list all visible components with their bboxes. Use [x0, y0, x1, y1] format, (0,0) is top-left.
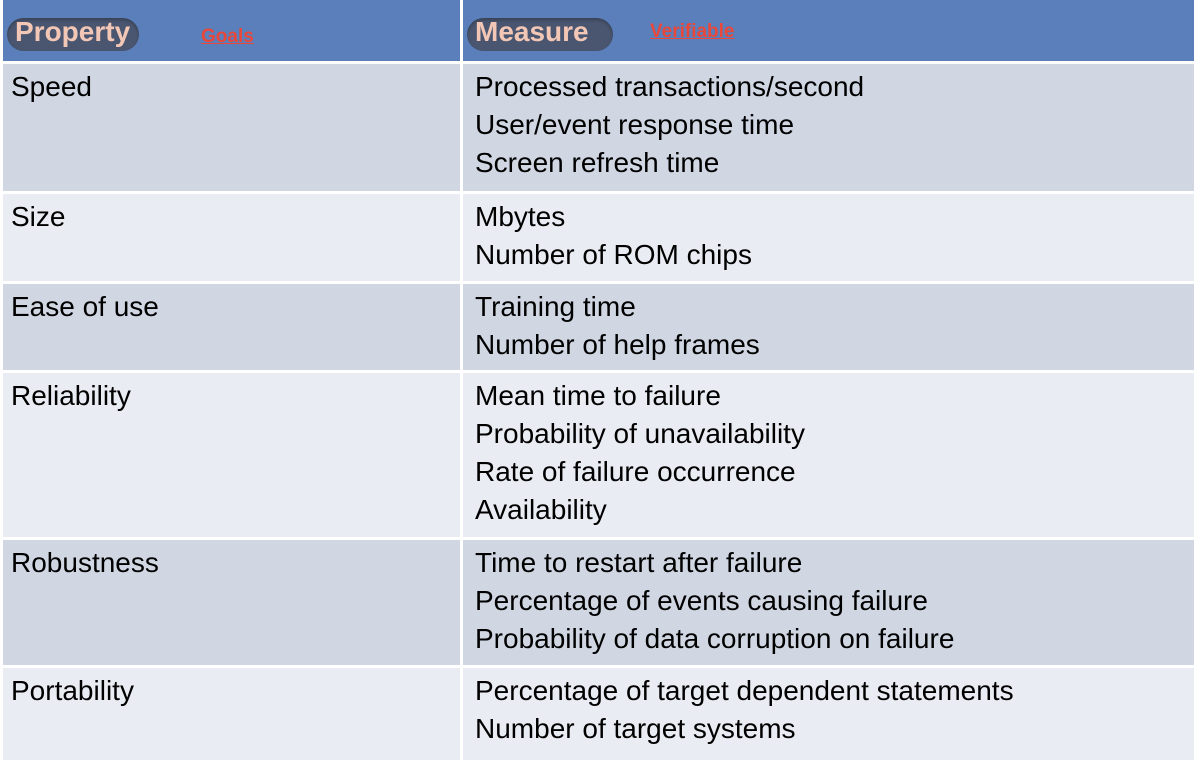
table-row: Robustness Time to restart after failure… [3, 540, 1194, 668]
measure-item: Percentage of events causing failure [475, 585, 928, 616]
measure-item: Screen refresh time [475, 147, 720, 178]
measure-item: Mean time to failure [475, 380, 721, 411]
measure-item: Number of ROM chips [475, 239, 752, 270]
header-cell-measure: Measure Verifiable [460, 0, 1194, 61]
verifiable-link[interactable]: Verifiable [650, 21, 735, 42]
measure-cell: Mean time to failure Probability of unav… [460, 373, 1194, 537]
measure-item: Number of target systems [475, 713, 796, 744]
property-name: Portability [11, 675, 134, 706]
measure-cell: Processed transactions/second User/event… [460, 64, 1194, 191]
table-row: Speed Processed transactions/second User… [3, 64, 1194, 194]
measure-item: Availability [475, 494, 607, 525]
measure-pill [467, 18, 613, 51]
property-cell: Robustness [3, 540, 460, 665]
property-name: Robustness [11, 547, 159, 578]
table-row: Ease of use Training time Number of help… [3, 284, 1194, 373]
measure-cell: Training time Number of help frames [460, 284, 1194, 370]
measure-item: Probability of unavailability [475, 418, 805, 449]
table-row: Size Mbytes Number of ROM chips [3, 194, 1194, 284]
measure-item: Time to restart after failure [475, 547, 803, 578]
measure-item: Probability of data corruption on failur… [475, 623, 955, 654]
property-header-label: Property [15, 16, 131, 47]
property-cell: Portability [3, 668, 460, 760]
property-name: Reliability [11, 380, 131, 411]
goals-link[interactable]: Goals [201, 26, 254, 47]
measure-item: Percentage of target dependent statement… [475, 675, 1014, 706]
property-cell: Speed [3, 64, 460, 191]
property-cell: Ease of use [3, 284, 460, 370]
table-row: Portability Percentage of target depende… [3, 668, 1194, 760]
measure-item: Number of help frames [475, 329, 760, 360]
header-cell-property: Property Goals [3, 0, 460, 61]
table-header-row: Property Goals Measure Verifiable [3, 0, 1194, 64]
property-name: Speed [11, 71, 92, 102]
property-name: Size [11, 201, 66, 232]
measure-item: Rate of failure occurrence [475, 456, 796, 487]
measure-cell: Time to restart after failure Percentage… [460, 540, 1194, 665]
table-row: Reliability Mean time to failure Probabi… [3, 373, 1194, 540]
property-cell: Reliability [3, 373, 460, 537]
measure-item: Training time [475, 291, 636, 322]
property-name: Ease of use [11, 291, 159, 322]
property-pill [7, 18, 139, 51]
property-cell: Size [3, 194, 460, 281]
measure-cell: Mbytes Number of ROM chips [460, 194, 1194, 281]
measure-cell: Percentage of target dependent statement… [460, 668, 1194, 760]
measure-item: User/event response time [475, 109, 795, 140]
measure-header-label: Measure [475, 16, 589, 47]
measure-item: Processed transactions/second [475, 71, 865, 102]
measure-item: Mbytes [475, 201, 566, 232]
